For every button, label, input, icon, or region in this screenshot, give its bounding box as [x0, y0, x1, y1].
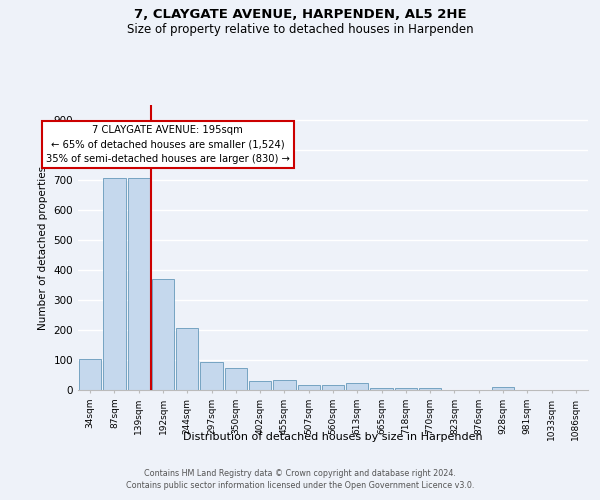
- Text: Contains public sector information licensed under the Open Government Licence v3: Contains public sector information licen…: [126, 480, 474, 490]
- Bar: [103, 178, 125, 390]
- Bar: [176, 328, 199, 390]
- Bar: [492, 387, 514, 390]
- Bar: [419, 388, 442, 390]
- Bar: [224, 368, 247, 390]
- Text: Size of property relative to detached houses in Harpenden: Size of property relative to detached ho…: [127, 22, 473, 36]
- Y-axis label: Number of detached properties: Number of detached properties: [38, 166, 48, 330]
- Bar: [79, 360, 101, 390]
- Text: Contains HM Land Registry data © Crown copyright and database right 2024.: Contains HM Land Registry data © Crown c…: [144, 470, 456, 478]
- Bar: [395, 388, 417, 390]
- Bar: [322, 385, 344, 390]
- Bar: [273, 380, 296, 390]
- Bar: [298, 385, 320, 390]
- Text: Distribution of detached houses by size in Harpenden: Distribution of detached houses by size …: [183, 432, 483, 442]
- Bar: [152, 279, 174, 390]
- Bar: [200, 362, 223, 390]
- Bar: [370, 388, 393, 390]
- Bar: [249, 381, 271, 390]
- Text: 7 CLAYGATE AVENUE: 195sqm
← 65% of detached houses are smaller (1,524)
35% of se: 7 CLAYGATE AVENUE: 195sqm ← 65% of detac…: [46, 124, 290, 164]
- Bar: [346, 384, 368, 390]
- Text: 7, CLAYGATE AVENUE, HARPENDEN, AL5 2HE: 7, CLAYGATE AVENUE, HARPENDEN, AL5 2HE: [134, 8, 466, 20]
- Bar: [128, 178, 150, 390]
